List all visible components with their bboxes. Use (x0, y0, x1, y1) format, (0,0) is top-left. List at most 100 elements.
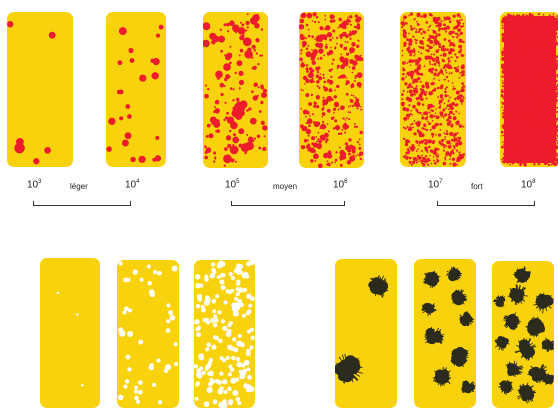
red-spot (446, 48, 449, 51)
red-spot (538, 86, 540, 88)
red-spot (455, 103, 458, 106)
red-spot (455, 33, 457, 35)
red-spot (327, 160, 329, 162)
white-spot (209, 378, 213, 382)
white-spot (166, 328, 171, 333)
red-spot (416, 162, 418, 164)
red-spot (438, 141, 441, 144)
red-spot (459, 39, 463, 43)
red-spot (416, 97, 418, 99)
red-spot (410, 12, 413, 15)
red-spot (503, 160, 506, 163)
red-spot (258, 86, 260, 88)
red-spot (324, 81, 327, 84)
red-spot (417, 102, 421, 106)
red-spot (347, 41, 349, 43)
red-spot (515, 46, 517, 48)
red-spot (437, 74, 440, 77)
red-spot (240, 22, 242, 24)
red-spot (438, 106, 441, 109)
red-spot (337, 65, 340, 68)
red-spot (507, 41, 509, 43)
red-spot (507, 110, 510, 113)
red-spot (555, 132, 557, 134)
red-spot (536, 47, 538, 49)
red-spot (503, 59, 505, 61)
white-spot (122, 310, 126, 314)
red-spot (529, 22, 531, 24)
red-spot (338, 133, 340, 135)
red-spot (507, 29, 510, 32)
red-spot (312, 12, 316, 16)
white-spot (206, 342, 210, 346)
red-spot (522, 110, 524, 112)
red-spot (444, 138, 446, 140)
red-spot (422, 46, 424, 48)
red-spot (332, 37, 334, 39)
white-spot (226, 289, 230, 293)
red-spot (540, 108, 542, 110)
red-spot (537, 32, 540, 35)
red-spot (506, 26, 509, 29)
white-spot (242, 314, 246, 318)
red-spot (547, 138, 549, 140)
red-spot (301, 126, 306, 131)
red-spot (314, 160, 316, 162)
red-spot (320, 124, 326, 130)
red-spot (526, 26, 528, 28)
red-spot (326, 135, 328, 137)
red-spot (551, 164, 553, 166)
red-spot (448, 108, 450, 110)
red-spot (529, 31, 532, 34)
red-spot (349, 66, 351, 68)
red-spot (407, 85, 410, 88)
red-spot (546, 140, 548, 142)
white-card-2 (117, 260, 179, 408)
red-spot (332, 99, 334, 101)
red-spot (402, 67, 404, 69)
red-spot (308, 124, 311, 127)
red-spot (412, 123, 414, 125)
red-spot (515, 73, 517, 75)
red-spot (304, 83, 306, 85)
red-spot (517, 72, 519, 74)
white-spot (239, 370, 243, 374)
red-spot (125, 104, 130, 109)
red-spot (556, 62, 558, 64)
red-spot (333, 96, 335, 98)
red-spot (554, 153, 556, 155)
red-spot (415, 59, 418, 62)
red-spot (421, 114, 423, 116)
red-spot (503, 126, 505, 128)
red-spot (307, 45, 309, 47)
white-spot (213, 323, 217, 327)
white-spot (236, 341, 242, 347)
red-spot (439, 100, 443, 104)
red-spot (204, 94, 209, 99)
red-spot (539, 68, 542, 71)
red-spot (461, 65, 465, 69)
red-spot (547, 156, 550, 159)
red-spot (323, 77, 325, 79)
red-spot (220, 29, 222, 31)
red-spot (449, 45, 451, 47)
red-spot (502, 80, 504, 82)
red-spot (510, 28, 512, 30)
red-spot (515, 44, 517, 46)
red-spot (339, 147, 341, 149)
red-spot (525, 161, 527, 163)
red-spot (354, 80, 356, 82)
red-spot (316, 140, 318, 142)
red-spot (324, 15, 326, 17)
red-spot (530, 161, 532, 163)
red-spot (451, 72, 453, 74)
red-spot (523, 59, 525, 61)
red-spot (519, 55, 521, 57)
red-spot (446, 26, 450, 30)
red-spot (424, 14, 427, 17)
red-spot (508, 72, 511, 75)
red-spot (206, 135, 209, 138)
red-spot (403, 117, 407, 121)
red-spot (311, 36, 314, 39)
red-spot (327, 123, 329, 125)
